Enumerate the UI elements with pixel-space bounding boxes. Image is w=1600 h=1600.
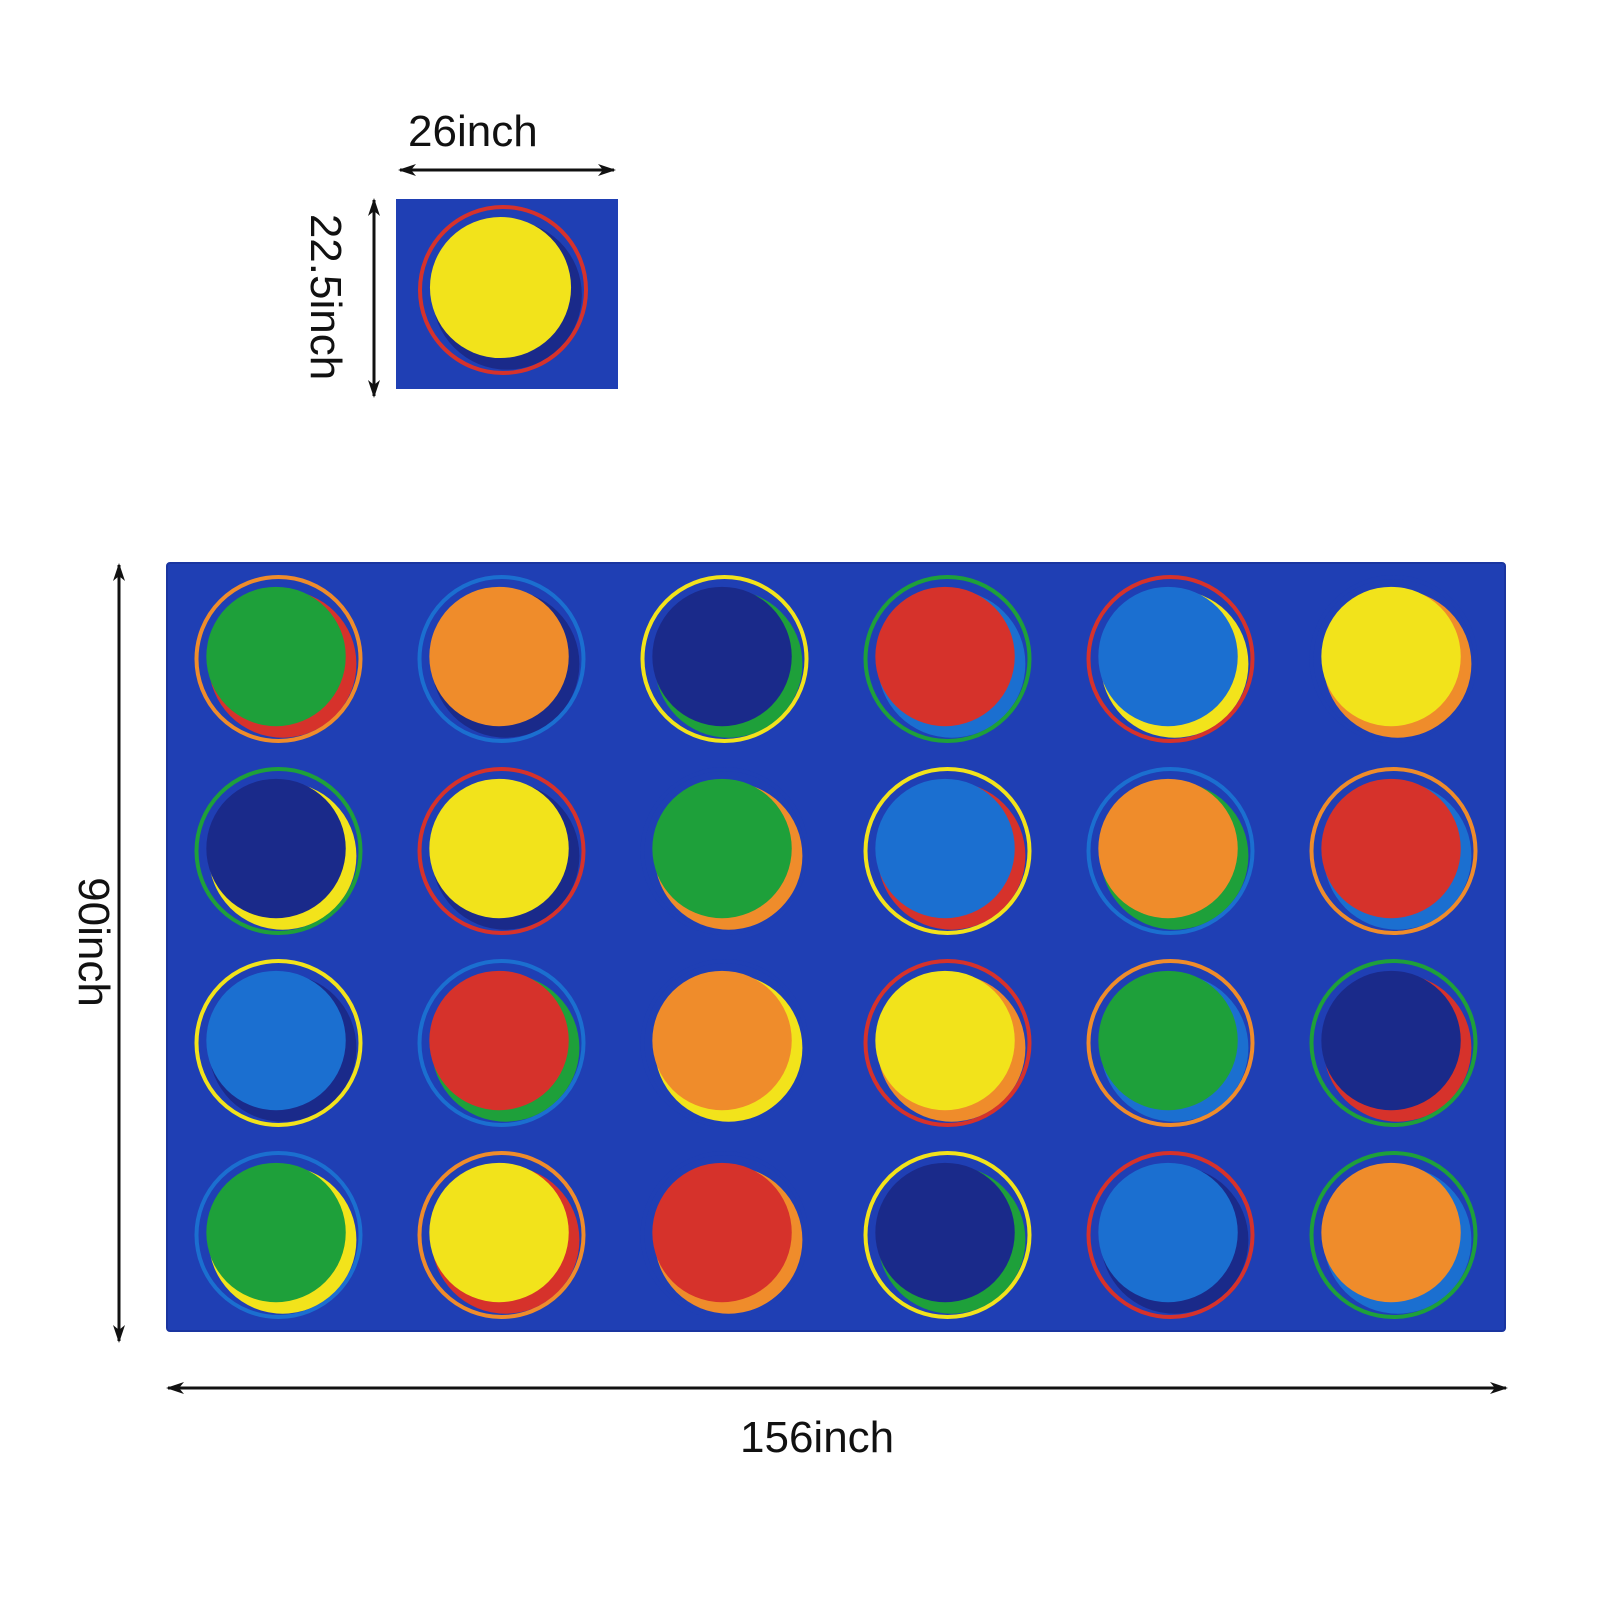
rug-circle-2-6-ring bbox=[1309, 767, 1478, 935]
rug-circle-4-5-ring bbox=[1086, 1151, 1255, 1319]
rug-circle-4-5-fill bbox=[1098, 1162, 1238, 1303]
rug-circle-2-3-fill bbox=[652, 778, 792, 919]
rug-circle-1-4 bbox=[863, 575, 1032, 743]
rug-circle-1-6 bbox=[1309, 575, 1478, 743]
rug-circle-3-1 bbox=[194, 959, 363, 1127]
rug-circle-2-1-ring bbox=[194, 767, 363, 935]
rug-circle-3-3-ring bbox=[640, 959, 809, 1127]
rug-circle-1-1 bbox=[194, 575, 363, 743]
rug-circle-2-1-fill bbox=[206, 778, 346, 919]
rug-circle-1-1-fill bbox=[206, 586, 346, 727]
rug-circle-1-6-fill bbox=[1321, 586, 1461, 727]
rug-circle-3-6-ring bbox=[1309, 959, 1478, 1127]
rug-circle-2-4-ring bbox=[863, 767, 1032, 935]
rug-circle-2-3 bbox=[640, 767, 809, 935]
rug-circle-2-4 bbox=[863, 767, 1032, 935]
rug-circle-1-4-fill bbox=[875, 586, 1015, 727]
rug-circle-2-5 bbox=[1086, 767, 1255, 935]
rug-background bbox=[166, 562, 1506, 1332]
rug-circle-4-3-fill bbox=[652, 1162, 792, 1303]
rug bbox=[166, 562, 1506, 1332]
rug-circle-1-3-ring bbox=[640, 575, 809, 743]
rug-circle-3-6 bbox=[1309, 959, 1478, 1127]
small-tile-circle-mark-fill bbox=[429, 216, 572, 359]
rug-circle-3-2-ring bbox=[417, 959, 586, 1127]
rug-circle-3-3-fill bbox=[652, 970, 792, 1111]
small-tile-circle-mark-ring bbox=[418, 205, 588, 375]
rug-circle-4-6-ring bbox=[1309, 1151, 1478, 1319]
rug-circle-3-5-ring bbox=[1086, 959, 1255, 1127]
rug-circle-4-2 bbox=[417, 1151, 586, 1319]
rug-circle-1-3 bbox=[640, 575, 809, 743]
rug-circle-1-1-ring bbox=[194, 575, 363, 743]
rug-circle-4-2-ring bbox=[417, 1151, 586, 1319]
small-tile-width-label: 26inch bbox=[408, 107, 538, 156]
rug-circle-2-5-fill bbox=[1098, 778, 1238, 919]
rug-circle-3-5-fill bbox=[1098, 970, 1238, 1111]
rug-circle-2-6-fill bbox=[1321, 778, 1461, 919]
rug-circle-4-4 bbox=[863, 1151, 1032, 1319]
rug-circle-4-1-fill bbox=[206, 1162, 346, 1303]
rug-circle-4-5 bbox=[1086, 1151, 1255, 1319]
rug-circle-2-4-fill bbox=[875, 778, 1015, 919]
rug-circle-1-5-ring bbox=[1086, 575, 1255, 743]
rug-circle-2-5-ring bbox=[1086, 767, 1255, 935]
rug-circle-4-4-fill bbox=[875, 1162, 1015, 1303]
rug-circle-2-1 bbox=[194, 767, 363, 935]
rug-circle-3-4-ring bbox=[863, 959, 1032, 1127]
rug-circle-3-1-ring bbox=[194, 959, 363, 1127]
rug-circle-3-6-fill bbox=[1321, 970, 1461, 1111]
rug-circle-4-3 bbox=[640, 1151, 809, 1319]
rug-circle-4-6-fill bbox=[1321, 1162, 1461, 1303]
small-tile-circle-mark bbox=[418, 205, 588, 375]
rug-circle-2-6 bbox=[1309, 767, 1478, 935]
rug-circle-2-2-fill bbox=[429, 778, 569, 919]
rug-circle-4-2-fill bbox=[429, 1162, 569, 1303]
rug-circle-1-2 bbox=[417, 575, 586, 743]
rug-circle-1-2-ring bbox=[417, 575, 586, 743]
rug-circle-3-2 bbox=[417, 959, 586, 1127]
rug-height-label: 90inch bbox=[69, 877, 118, 1007]
rug-circle-3-5 bbox=[1086, 959, 1255, 1127]
small-tile bbox=[396, 199, 618, 389]
rug-circle-3-1-fill bbox=[206, 970, 346, 1111]
rug-circle-2-2 bbox=[417, 767, 586, 935]
rug-circle-3-3 bbox=[640, 959, 809, 1127]
small-tile-height-label: 22.5inch bbox=[301, 213, 350, 381]
rug-circle-4-4-ring bbox=[863, 1151, 1032, 1319]
rug-circle-3-4 bbox=[863, 959, 1032, 1127]
rug-circle-4-1 bbox=[194, 1151, 363, 1319]
rug-circle-4-6 bbox=[1309, 1151, 1478, 1319]
rug-circle-2-2-ring bbox=[417, 767, 586, 935]
rug-circle-4-3-ring bbox=[640, 1151, 809, 1319]
rug-circle-1-4-ring bbox=[863, 575, 1032, 743]
rug-circle-1-5-fill bbox=[1098, 586, 1238, 727]
rug-circle-1-6-ring bbox=[1309, 575, 1478, 743]
small-tile-circle bbox=[418, 205, 588, 375]
rug-circle-grid bbox=[194, 575, 1478, 1319]
rug-circle-1-2-fill bbox=[429, 586, 569, 727]
rug-circle-2-3-ring bbox=[640, 767, 809, 935]
rug-circle-1-3-fill bbox=[652, 586, 792, 727]
rug-circle-4-1-ring bbox=[194, 1151, 363, 1319]
rug-circle-1-5 bbox=[1086, 575, 1255, 743]
rug-circle-3-4-fill bbox=[875, 970, 1015, 1111]
rug-circle-3-2-fill bbox=[429, 970, 569, 1111]
rug-width-label: 156inch bbox=[740, 1413, 895, 1462]
